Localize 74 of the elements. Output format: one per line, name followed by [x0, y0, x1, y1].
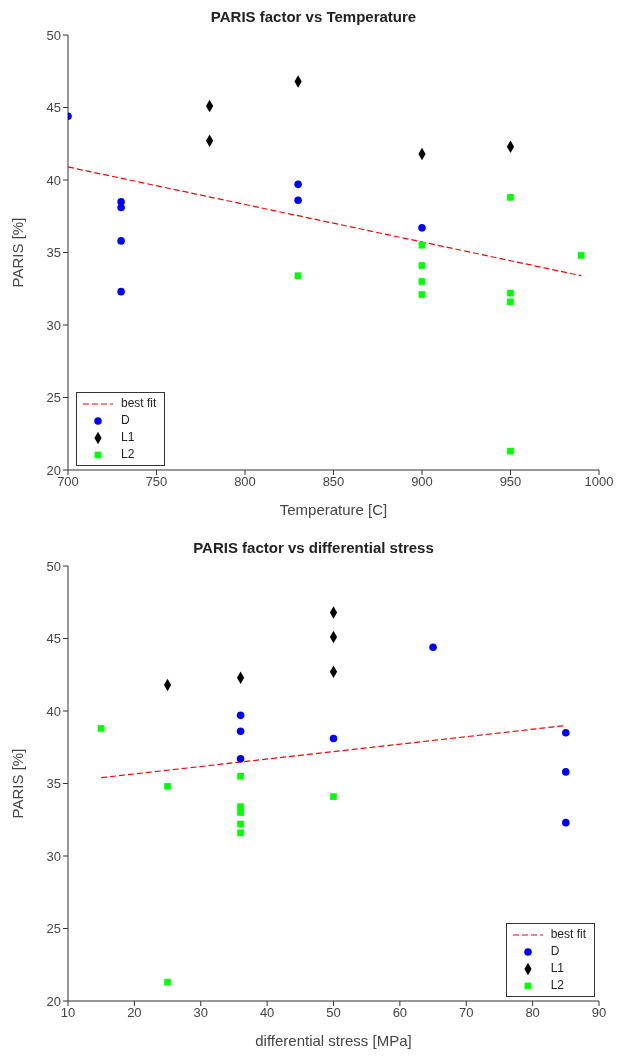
y-tick-label: 35	[46, 245, 61, 261]
point	[237, 772, 244, 780]
x-tick-label: 750	[145, 474, 168, 490]
point	[164, 783, 171, 790]
y-tick-label: 40	[46, 703, 61, 719]
point	[329, 734, 338, 743]
y-axis-title: PARIS [%]	[9, 217, 27, 288]
point	[418, 241, 426, 249]
point	[429, 643, 437, 651]
y-tick-label: 50	[46, 27, 61, 43]
y-tick-label: 30	[46, 317, 61, 333]
point	[418, 224, 426, 232]
y-tick-label: 45	[46, 100, 61, 116]
x-tick-label: 850	[322, 474, 345, 490]
y-tick-label: 25	[46, 921, 61, 937]
point	[507, 194, 514, 201]
point	[418, 278, 426, 285]
x-tick-label: 50	[326, 1005, 341, 1021]
x-tick-label: 10	[60, 1005, 76, 1021]
point	[237, 809, 244, 816]
x-tick-label: 60	[392, 1005, 408, 1021]
point	[117, 237, 125, 245]
point	[236, 755, 245, 763]
x-tick-label: 30	[193, 1005, 208, 1021]
point	[237, 829, 244, 837]
chart-title: PARIS factor vs differential stress	[192, 539, 435, 556]
x-tick-label: 900	[411, 474, 433, 490]
point	[237, 820, 244, 828]
point	[507, 298, 514, 306]
point	[294, 196, 302, 205]
point	[330, 793, 337, 800]
legend-label: best fit	[120, 395, 157, 412]
legend-label: L2	[120, 446, 136, 463]
y-axis-title: PARIS [%]	[9, 748, 27, 819]
point	[294, 180, 302, 189]
legend-label: D	[549, 943, 561, 960]
legend-label: D	[120, 412, 131, 429]
point	[418, 262, 426, 269]
x-axis-title: differential stress [MPa]	[255, 1032, 412, 1049]
point	[418, 291, 426, 298]
x-tick-label: 70	[459, 1005, 474, 1021]
point	[164, 978, 171, 986]
point	[507, 289, 514, 297]
legend-label: best fit	[549, 926, 586, 943]
point	[562, 728, 570, 737]
point	[117, 203, 125, 212]
point	[117, 287, 125, 296]
x-tick-label: 90	[591, 1005, 607, 1021]
x-tick-label: 40	[259, 1005, 275, 1021]
legend-label: L1	[549, 960, 565, 977]
x-tick-label: 1000	[584, 474, 614, 490]
point	[294, 272, 302, 280]
point	[507, 447, 514, 455]
point	[562, 818, 570, 827]
legend-label: L1	[120, 429, 136, 446]
y-tick-label: 30	[46, 848, 61, 864]
x-axis-title: Temperature [C]	[279, 501, 388, 518]
point	[236, 711, 245, 720]
point	[97, 725, 105, 732]
x-tick-label: 950	[499, 474, 522, 490]
x-tick-label: 80	[525, 1005, 540, 1021]
chart-title: PARIS factor vs Temperature	[209, 8, 418, 25]
y-tick-label: 50	[46, 558, 61, 574]
x-tick-label: 800	[234, 474, 256, 490]
y-tick-label: 35	[46, 776, 61, 792]
point	[577, 252, 585, 259]
y-tick-label: 40	[46, 172, 61, 188]
y-tick-label: 45	[46, 631, 61, 647]
y-tick-label: 25	[46, 390, 61, 406]
y-tick-label: 20	[46, 993, 61, 1009]
point	[236, 727, 245, 736]
legend-label: L2	[549, 977, 565, 994]
x-tick-label: 20	[127, 1005, 142, 1021]
point	[562, 768, 570, 776]
